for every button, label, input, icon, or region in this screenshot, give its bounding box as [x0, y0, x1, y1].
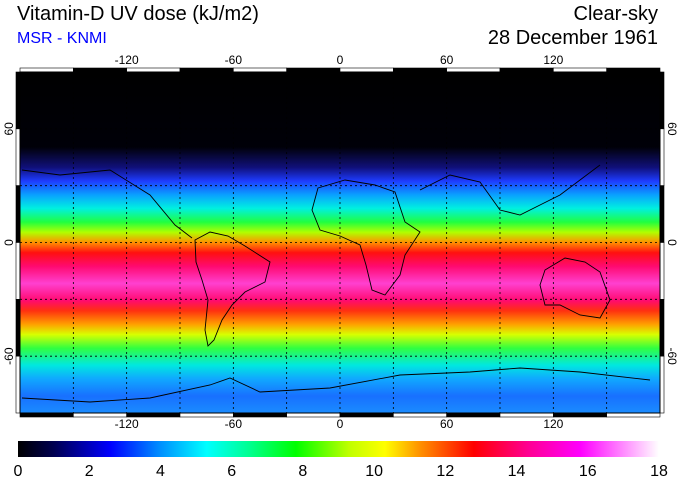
frame-segment [73, 67, 127, 73]
graticule [20, 72, 660, 413]
frame-segment [19, 67, 74, 73]
frame-segment [15, 299, 21, 357]
frame-segment [446, 67, 501, 73]
south-america-coast [194, 231, 271, 347]
frame-segment [393, 412, 447, 418]
frame-segment [393, 67, 447, 73]
frame-segment [15, 128, 21, 186]
asia-coast [419, 164, 601, 216]
frame-segment [339, 412, 394, 418]
map-area: -120 -120 -60 -60 0 0 60 60 120 120 60 60 0 0 -60 -60 [2, 53, 678, 431]
longitude-tick-label: 60 [440, 53, 454, 67]
longitude-tick-label: 60 [440, 417, 454, 431]
frame-segment [15, 71, 21, 130]
north-america-coast [21, 169, 193, 239]
frame-segment [659, 128, 665, 186]
africa-coast [311, 179, 421, 296]
frame-segment [659, 355, 665, 414]
credit-label: MSR - KNMI [17, 30, 107, 47]
colorbar-tick-label: 2 [85, 463, 94, 480]
longitude-tick-label: -60 [225, 53, 243, 67]
colorbar-tick-label: 0 [14, 463, 23, 480]
colorbar-tick-label: 14 [508, 463, 526, 480]
latitude-tick-label: 60 [665, 122, 678, 136]
frame-segment [659, 185, 665, 243]
frame-segment [15, 355, 21, 414]
frame-segment [553, 67, 607, 73]
longitude-tick-label: 0 [337, 417, 344, 431]
longitude-tick-label: 0 [337, 53, 344, 67]
frame-segment [286, 67, 341, 73]
colorbar-tick-labels: 0 2 4 6 8 10 12 14 16 18 [14, 463, 668, 480]
colorbar-tick-label: 4 [156, 463, 165, 480]
latitude-tick-label: -60 [665, 347, 678, 365]
frame-segment [446, 412, 501, 418]
frame-segment [659, 71, 665, 130]
frame-segment [286, 412, 341, 418]
frame-segment [19, 412, 74, 418]
frame-segment [659, 242, 665, 300]
map-tick-labels: -120 -120 -60 -60 0 0 60 60 120 120 60 60 0 0 -60 -60 [2, 53, 678, 431]
longitude-tick-label: -60 [225, 417, 243, 431]
latitude-tick-label: -60 [2, 347, 16, 365]
colorbar-tick-label: 8 [298, 463, 307, 480]
frame-segment [606, 412, 661, 418]
frame-segment [15, 242, 21, 300]
frame-segment [179, 67, 234, 73]
frame-segment [126, 67, 181, 73]
frame-segment [15, 185, 21, 243]
latitude-tick-label: 0 [2, 239, 16, 246]
colorbar-tick-label: 18 [650, 463, 668, 480]
antarctica-coast [21, 367, 651, 403]
longitude-tick-label: 120 [543, 417, 563, 431]
colorbar-tick-label: 6 [227, 463, 236, 480]
longitude-tick-label: -120 [115, 53, 139, 67]
chart-title: Vitamin-D UV dose (kJ/m2) [17, 3, 259, 25]
frame-segment [499, 67, 554, 73]
frame-segment [233, 67, 287, 73]
map-frame [15, 67, 665, 418]
colorbar-tick-label: 16 [579, 463, 597, 480]
frame-segment [339, 67, 394, 73]
longitude-tick-label: 120 [543, 53, 563, 67]
date-label: 28 December 1961 [487, 27, 658, 49]
sky-condition-label: Clear-sky [573, 3, 658, 25]
frame-segment [659, 299, 665, 357]
coastlines [21, 164, 651, 403]
longitude-tick-label: -120 [115, 417, 139, 431]
colorbar-tick-label: 10 [365, 463, 383, 480]
frame-segment [606, 67, 661, 73]
map-border [19, 71, 661, 414]
latitude-tick-label: 60 [2, 122, 16, 136]
colorbar [18, 441, 659, 457]
colorbar-tick-label: 12 [436, 463, 454, 480]
australia-coast [539, 257, 611, 319]
latitude-tick-label: 0 [665, 239, 678, 246]
